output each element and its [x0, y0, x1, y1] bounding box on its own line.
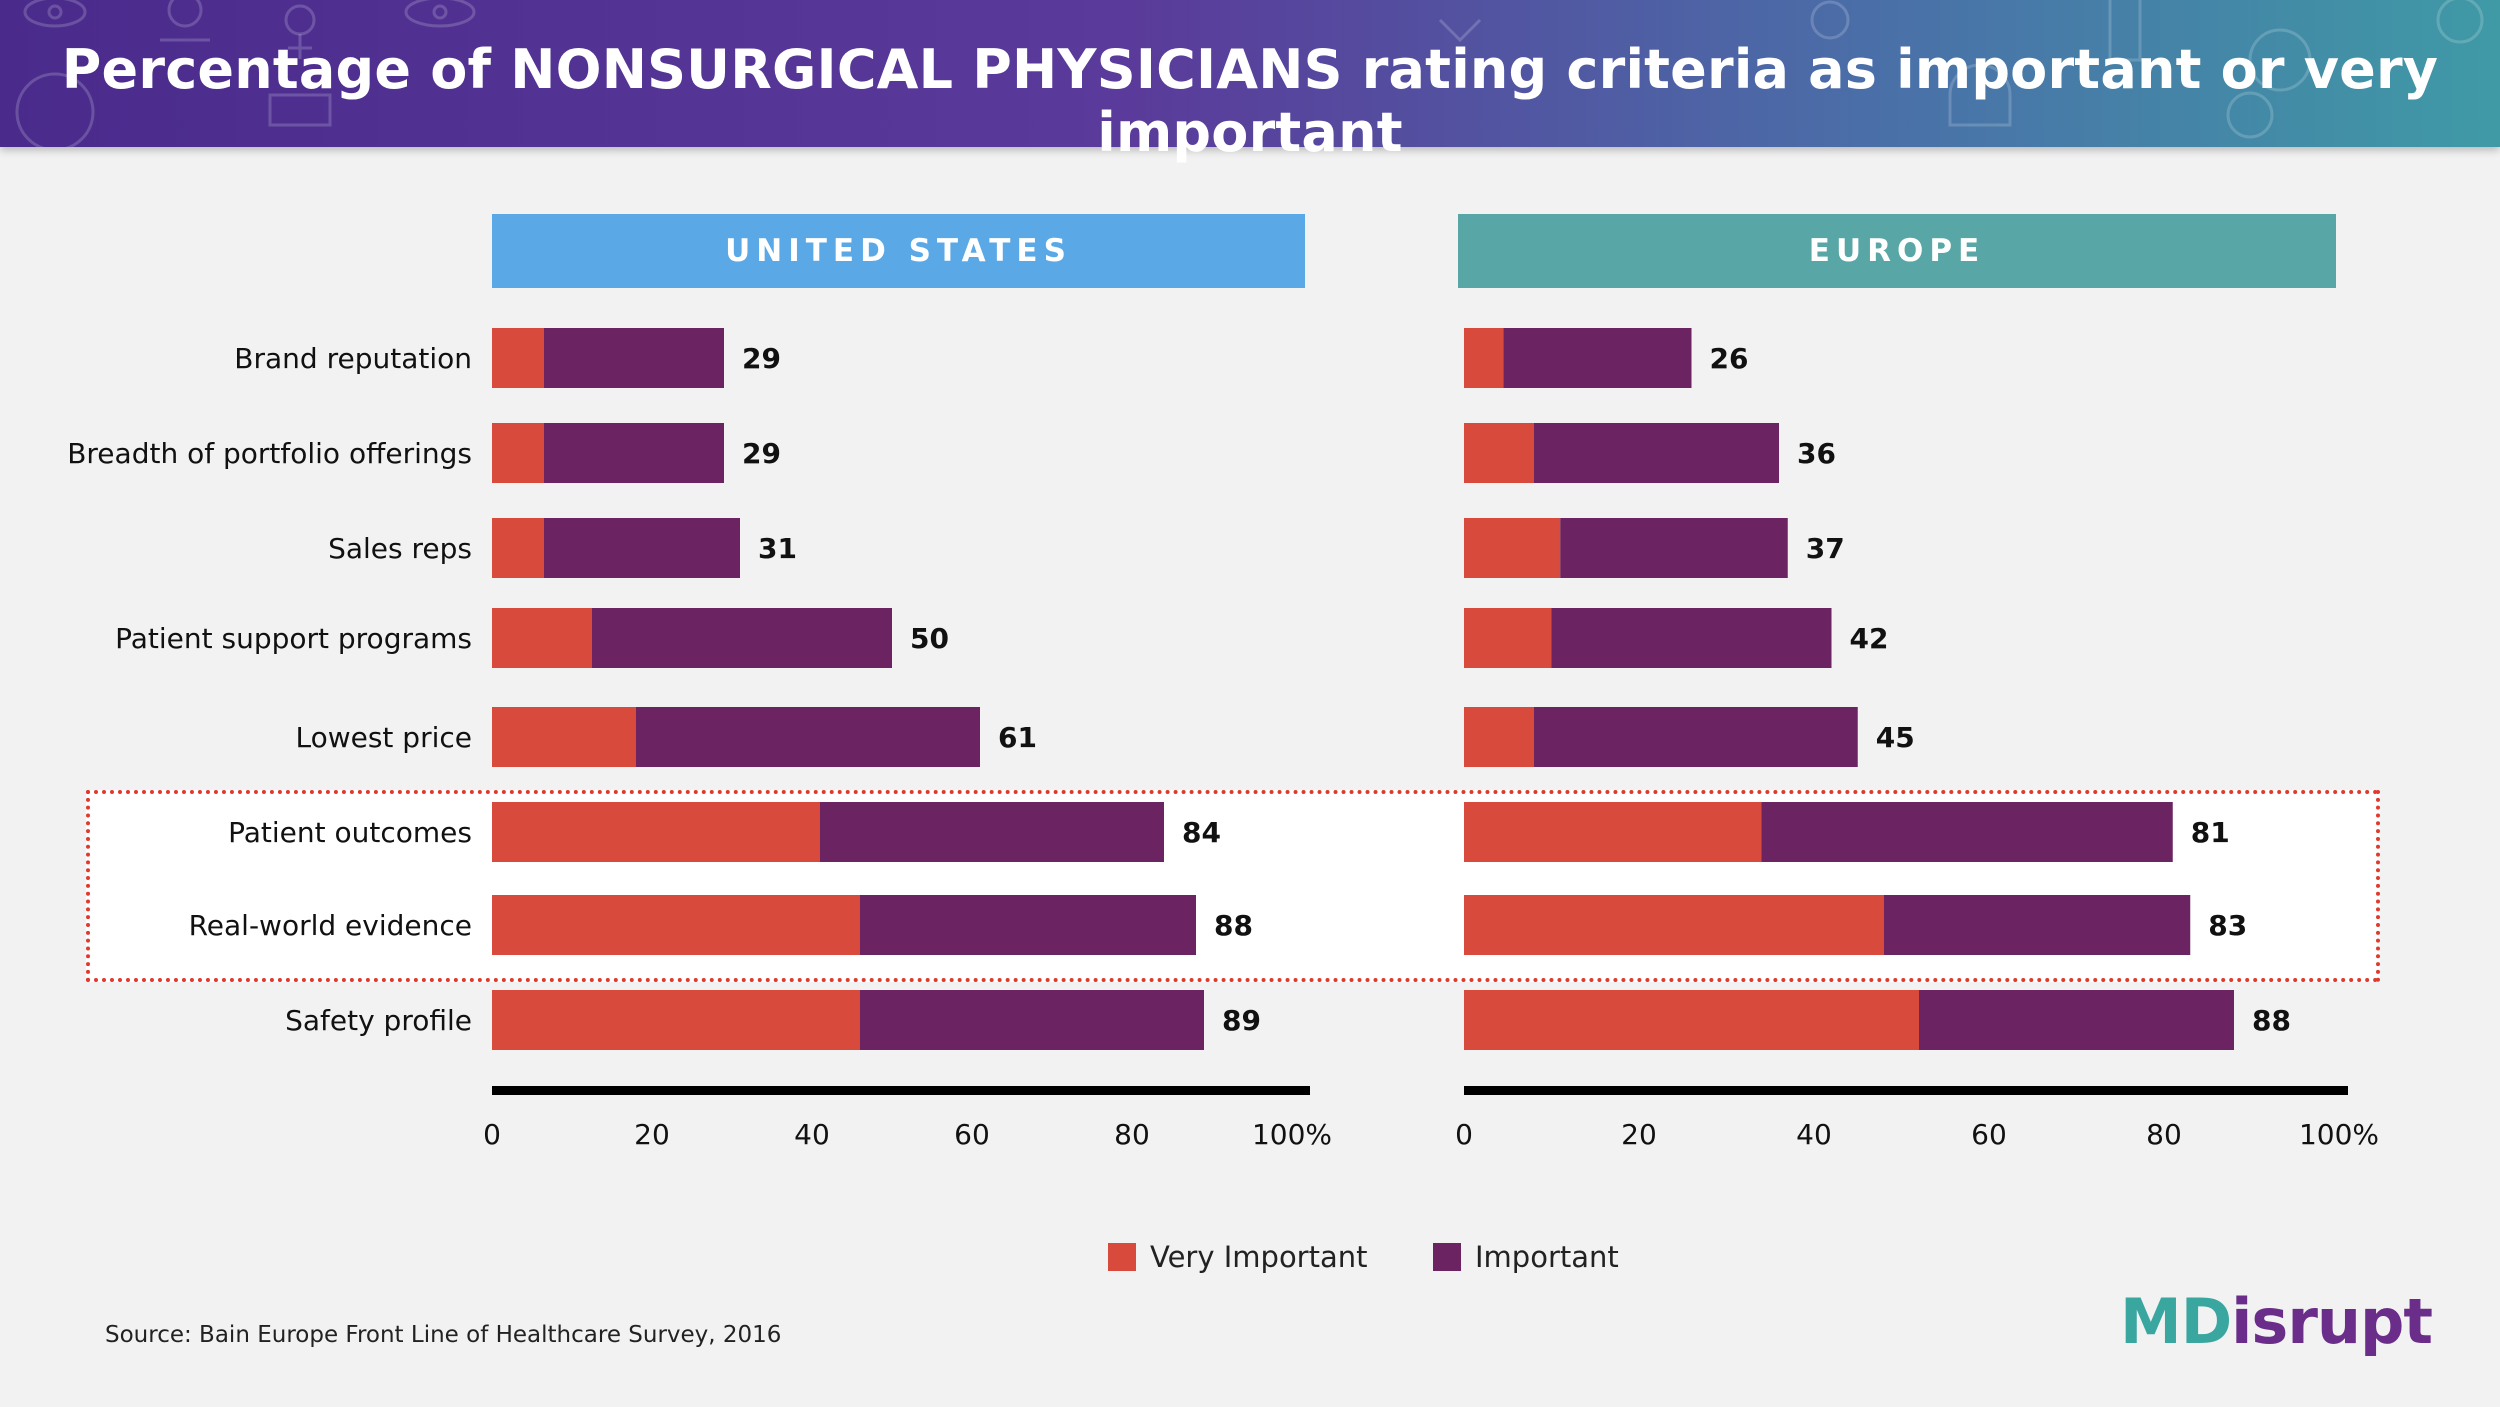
logo-part-md: MD: [2120, 1285, 2232, 1358]
legend-label-very-important: Very Important: [1150, 1240, 1368, 1274]
bar-europe-brand-reputation-important: [1503, 328, 1692, 388]
bar-united-states-sales-reps-important: [544, 518, 740, 578]
x-tick-label-united-states-2: 40: [794, 1118, 830, 1151]
bar-united-states-patient-outcomes-important: [820, 802, 1164, 862]
bar-europe-patient-support-programs-very-important: [1464, 608, 1552, 668]
bar-united-states-safety-profile-very-important: [492, 990, 860, 1050]
category-label-safety-profile: Safety profile: [285, 1004, 472, 1037]
bar-united-states-real-world-evidence-very-important: [492, 895, 860, 955]
bar-europe-patient-outcomes-important: [1761, 802, 2173, 862]
bar-europe-breadth-of-portfolio-offerings-very-important: [1464, 423, 1534, 483]
bar-united-states-breadth-of-portfolio-offerings-very-important: [492, 423, 544, 483]
bar-europe-patient-support-programs-important: [1551, 608, 1832, 668]
bar-united-states-lowest-price-important: [636, 707, 980, 767]
bar-europe-real-world-evidence-very-important: [1464, 895, 1884, 955]
total-label-united-states-patient-support-programs: 50: [910, 622, 949, 655]
total-label-europe-sales-reps: 37: [1806, 532, 1845, 565]
mdisrupt-logo: MDisrupt: [2120, 1285, 2433, 1358]
legend-swatch-important: [1433, 1243, 1461, 1271]
total-label-united-states-breadth-of-portfolio-offerings: 29: [742, 437, 781, 470]
total-label-united-states-safety-profile: 89: [1222, 1004, 1261, 1037]
bar-europe-brand-reputation-very-important: [1464, 328, 1504, 388]
x-tick-label-united-states-5: 100%: [1252, 1118, 1332, 1151]
bar-united-states-real-world-evidence-important: [860, 895, 1196, 955]
bar-europe-safety-profile-important: [1919, 990, 2234, 1050]
category-label-patient-outcomes: Patient outcomes: [228, 816, 472, 849]
bar-europe-patient-outcomes-very-important: [1464, 802, 1762, 862]
total-label-europe-lowest-price: 45: [1876, 721, 1915, 754]
total-label-united-states-brand-reputation: 29: [742, 342, 781, 375]
legend-item-important: Important: [1433, 1240, 1619, 1274]
header-banner: Percentage of NONSURGICAL PHYSICIANS rat…: [0, 0, 2500, 164]
total-label-europe-safety-profile: 88: [2252, 1004, 2291, 1037]
bar-europe-sales-reps-important: [1560, 518, 1788, 578]
panel-header-europe: EUROPE: [1458, 214, 2336, 288]
bar-europe-sales-reps-very-important: [1464, 518, 1561, 578]
bar-united-states-lowest-price-very-important: [492, 707, 636, 767]
x-tick-label-united-states-0: 0: [483, 1118, 501, 1151]
category-label-patient-support-programs: Patient support programs: [115, 622, 472, 655]
x-tick-label-united-states-3: 60: [954, 1118, 990, 1151]
bar-europe-real-world-evidence-important: [1884, 895, 2191, 955]
total-label-europe-real-world-evidence: 83: [2208, 909, 2247, 942]
category-label-brand-reputation: Brand reputation: [234, 342, 472, 375]
bar-united-states-brand-reputation-very-important: [492, 328, 544, 388]
total-label-europe-patient-support-programs: 42: [1850, 622, 1889, 655]
bar-united-states-patient-outcomes-very-important: [492, 802, 820, 862]
x-tick-label-europe-0: 0: [1455, 1118, 1473, 1151]
total-label-united-states-lowest-price: 61: [998, 721, 1037, 754]
source-note: Source: Bain Europe Front Line of Health…: [105, 1322, 782, 1348]
x-tick-label-europe-1: 20: [1621, 1118, 1657, 1151]
bar-united-states-breadth-of-portfolio-offerings-important: [544, 423, 724, 483]
category-label-real-world-evidence: Real-world evidence: [189, 909, 472, 942]
legend: Very Important Important: [0, 1240, 2500, 1280]
bar-united-states-brand-reputation-important: [544, 328, 724, 388]
total-label-united-states-real-world-evidence: 88: [1214, 909, 1253, 942]
total-label-europe-patient-outcomes: 81: [2191, 816, 2230, 849]
category-label-lowest-price: Lowest price: [295, 721, 472, 754]
total-label-europe-breadth-of-portfolio-offerings: 36: [1797, 437, 1836, 470]
panel-header-united-states: UNITED STATES: [492, 214, 1305, 288]
bar-united-states-safety-profile-important: [860, 990, 1204, 1050]
total-label-united-states-sales-reps: 31: [758, 532, 797, 565]
x-tick-label-europe-4: 80: [2146, 1118, 2182, 1151]
x-tick-label-europe-3: 60: [1971, 1118, 2007, 1151]
x-tick-label-europe-5: 100%: [2299, 1118, 2379, 1151]
x-axis-line-europe: [1464, 1086, 2348, 1095]
decorative-medical-icons: [15, 0, 2484, 147]
bar-united-states-sales-reps-very-important: [492, 518, 544, 578]
bar-united-states-patient-support-programs-important: [592, 608, 892, 668]
category-label-breadth-of-portfolio-offerings: Breadth of portfolio offerings: [67, 437, 472, 470]
bar-europe-lowest-price-important: [1534, 707, 1858, 767]
bar-europe-lowest-price-very-important: [1464, 707, 1534, 767]
legend-swatch-very-important: [1108, 1243, 1136, 1271]
total-label-europe-brand-reputation: 26: [1710, 342, 1749, 375]
bar-chart: Brand reputation Breadth of portfolio off…: [67, 328, 2379, 1151]
category-label-sales-reps: Sales reps: [328, 532, 472, 565]
x-tick-label-united-states-4: 80: [1114, 1118, 1150, 1151]
bar-europe-safety-profile-very-important: [1464, 990, 1919, 1050]
legend-item-very-important: Very Important: [1108, 1240, 1368, 1274]
legend-label-important: Important: [1475, 1240, 1619, 1274]
bar-united-states-patient-support-programs-very-important: [492, 608, 592, 668]
x-tick-label-europe-2: 40: [1796, 1118, 1832, 1151]
logo-part-disrupt: isrupt: [2231, 1285, 2433, 1358]
total-label-united-states-patient-outcomes: 84: [1182, 816, 1221, 849]
page-title: Percentage of NONSURGICAL PHYSICIANS rat…: [61, 38, 2439, 164]
bar-europe-breadth-of-portfolio-offerings-important: [1534, 423, 1779, 483]
x-axis-line-united-states: [492, 1086, 1310, 1095]
x-tick-label-united-states-1: 20: [634, 1118, 670, 1151]
